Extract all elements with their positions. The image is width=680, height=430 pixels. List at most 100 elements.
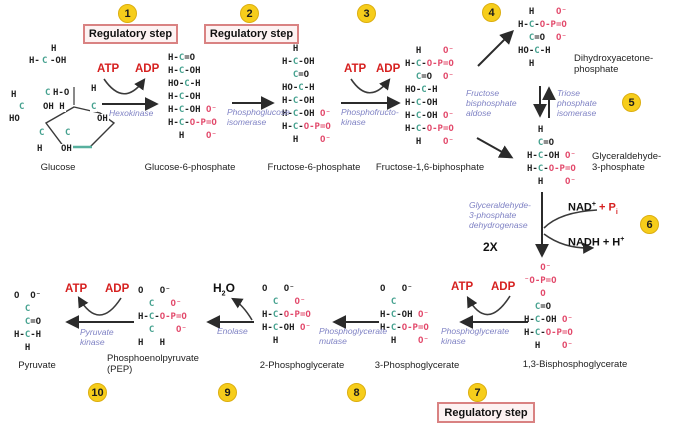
molecule-line: H-C-OH O⁻ [524, 315, 573, 325]
regulatory-step-box-2: Regulatory step [204, 24, 299, 44]
ring-atom-label: C [38, 128, 46, 138]
label-pyruvate: Pyruvate [18, 360, 56, 371]
step-circle-6: 6 [640, 215, 659, 234]
label-line: (PEP) [107, 364, 133, 375]
regulatory-step-box-3: Regulatory step [437, 402, 535, 423]
nadh-text: NADH + H [568, 236, 621, 249]
enzyme-hexokinase: Hexokinase [109, 108, 154, 118]
step-circle-8: 8 [347, 383, 366, 402]
molecule-line: H-C-O-P=O [262, 310, 311, 320]
molecule-line: H-C-OH O⁻ [168, 105, 217, 115]
label-line: Phosphoenolpyruvate [107, 353, 199, 364]
atp-label-step-7: ATP [451, 281, 474, 293]
enzyme-gapdh: Glyceraldehyde- 3-phosphate dehydrogenas… [469, 200, 531, 230]
enzyme-line: Fructose [466, 88, 500, 98]
molecule-line: C [390, 297, 397, 307]
label-phosphoenolpyruvate: Phosphoenolpyruvate (PEP) [107, 353, 199, 375]
ring-atom-label: H [90, 84, 98, 94]
molecule-line: H H [138, 338, 166, 348]
molecule-fructose-6-phosphate: H H-C-OH C=O HO-C-H H-C-OH H-C-OH O⁻ H-C-O-P=… [282, 43, 331, 147]
molecule-line: H [518, 59, 535, 69]
step-circle-1: 1 [118, 4, 137, 23]
enzyme-line: kinase [80, 337, 105, 347]
enzyme-line: mutase [319, 336, 347, 346]
molecule-line: H-C-OH [168, 66, 201, 76]
ring-atom-label: C [41, 56, 49, 66]
ring-atom-label: H-O [52, 88, 71, 98]
h2o-subscript: 2 [221, 290, 226, 298]
enzyme-line: isomerase [227, 117, 267, 127]
h2o-label: H2O [213, 281, 235, 297]
label-3-phosphoglycerate: 3-Phosphoglycerate [374, 360, 460, 371]
molecule-line: O O⁻ [14, 291, 42, 301]
enzyme-triose-phosphate-isomerase: Triose phosphate isomerase [557, 88, 597, 118]
label-line: 3-phosphate [592, 162, 645, 173]
molecule-line: C=O [534, 302, 552, 312]
enzyme-line: dehydrogenase [469, 220, 528, 230]
molecule-line: H-C-OH O⁻ [262, 323, 311, 333]
h2o-h: H [213, 281, 222, 295]
atp-label-step-1: ATP [97, 63, 120, 75]
adp-label-step-1: ADP [135, 63, 160, 75]
nadh-superscript: + [620, 236, 625, 243]
label-glucose: Glucose [40, 162, 76, 173]
enzyme-fructose-bisphosphate-aldose: Fructose bisphosphate aldose [466, 88, 517, 118]
molecule-2-phosphoglycerate: O O⁻ C O⁻ H-C-O-P=O H-C-OH O⁻ H [262, 283, 311, 348]
arc-h2o-step-9 [231, 297, 253, 321]
molecule-line: H [282, 44, 299, 54]
arc-adp-atp-step-7 [466, 295, 511, 316]
step-circle-7: 7 [468, 383, 487, 402]
molecule-line: H-C-O-P=O [138, 312, 187, 322]
two-x-label: 2X [483, 240, 498, 254]
molecule-line: H-C-OH [282, 57, 315, 67]
h2o-o: O [225, 281, 235, 295]
molecule-line: O O⁻ [262, 284, 295, 294]
label-glucose-6-phosphate: Glucose-6-phosphate [144, 162, 236, 173]
enzyme-line: bisphosphate [466, 98, 517, 108]
molecule-fructose-1-6-biphosphate: H O⁻ H-C-O-P=O C=O O⁻ HO-C-H H-C-OH H-C-OH O… [405, 45, 454, 149]
molecule-line: H [527, 125, 544, 135]
pi-text: + P [595, 201, 616, 214]
molecule-line: H O⁻ [168, 131, 217, 141]
molecule-line: O O⁻ [138, 286, 171, 296]
molecule-line: H-C-OH O⁻ [380, 310, 429, 320]
molecule-line: H-C-O-P=O [282, 122, 331, 132]
enzyme-line: isomerase [557, 108, 597, 118]
molecule-line: H-C-OH O⁻ [405, 111, 454, 121]
ring-atom-label: C [64, 128, 72, 138]
molecule-line: C=O [24, 317, 42, 327]
ring-atom-label: H [36, 144, 44, 154]
ring-atom-label: C [18, 102, 26, 112]
molecule-line: C [24, 304, 31, 314]
pi-subscript: i [615, 208, 618, 216]
ring-atom-label: H [10, 90, 18, 100]
enzyme-pyruvate-kinase: Pyruvate kinase [80, 327, 114, 347]
molecule-line: H-C-O-P=O [524, 328, 573, 338]
arc-nad-in-step-6 [543, 209, 598, 229]
molecule-pyruvate: O O⁻ C C=O H-C-H H [14, 290, 41, 355]
molecule-line: H-C-O-P=O [405, 124, 454, 134]
molecule-line: HO-C-H [168, 79, 201, 89]
ring-atom-label: H- [28, 56, 41, 66]
molecule-glyceraldehyde-3-phosphate: H C=O H-C-OH O⁻ H-C-O-P=O H O⁻ [527, 124, 576, 189]
molecule-line: H-C-OH [168, 92, 201, 102]
enzyme-line: 3-phosphate [469, 210, 517, 220]
molecule-line: H [262, 336, 279, 346]
enzyme-line: phosphate [557, 98, 597, 108]
ring-atom-label: C [90, 102, 98, 112]
arrow-step-4-to-dhap [477, 30, 514, 67]
step-circle-9: 9 [218, 383, 237, 402]
molecule-line: O O⁻ [380, 284, 413, 294]
molecule-line: H O⁻ [405, 46, 454, 56]
molecule-line: H O⁻ [380, 336, 429, 346]
enzyme-line: Phosphoglycerate [319, 326, 388, 336]
label-line: Dihydroxyacetone- [574, 53, 654, 64]
enzyme-phosphoglycerate-mutase: Phosphoglycerate mutase [319, 326, 387, 346]
ring-atom-label: OH H [42, 102, 66, 112]
enzyme-phosphoglucose-isomerase: Phosphoglucose isomerase [227, 107, 290, 127]
step-circle-10: 10 [88, 383, 107, 402]
molecule-line: C O⁻ [272, 297, 306, 307]
molecule-line: H [14, 343, 31, 353]
molecule-line: H O⁻ [518, 7, 567, 17]
enzyme-line: aldose [466, 108, 492, 118]
